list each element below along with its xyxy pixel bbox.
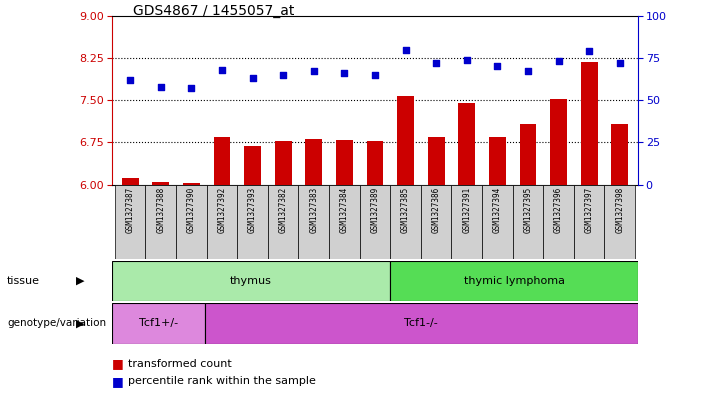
Bar [213, 137, 230, 185]
Bar [115, 185, 146, 259]
Bar [574, 185, 604, 259]
Bar [397, 96, 414, 185]
Point [308, 68, 319, 75]
Text: transformed count: transformed count [128, 358, 231, 369]
Point [216, 67, 228, 73]
Text: percentile rank within the sample: percentile rank within the sample [128, 376, 316, 386]
Point [247, 75, 258, 81]
Bar [543, 185, 574, 259]
Text: Tcf1-/-: Tcf1-/- [404, 318, 438, 328]
Text: ▶: ▶ [76, 318, 84, 328]
Bar [604, 185, 635, 259]
Text: GSM1327382: GSM1327382 [278, 187, 288, 233]
Bar [428, 137, 445, 185]
Bar [550, 99, 567, 185]
Point [614, 60, 626, 66]
Bar [459, 103, 475, 185]
Bar [513, 185, 543, 259]
Text: GSM1327385: GSM1327385 [401, 187, 410, 233]
Text: ▶: ▶ [76, 276, 84, 286]
Bar [336, 140, 353, 185]
Text: Tcf1+/-: Tcf1+/- [138, 318, 178, 328]
Bar [244, 147, 261, 185]
Bar [451, 185, 482, 259]
Point [430, 60, 442, 66]
Point [339, 70, 350, 76]
Bar [366, 141, 384, 185]
Bar [489, 137, 505, 185]
Point [278, 72, 289, 78]
Bar [421, 185, 451, 259]
Bar [237, 185, 267, 259]
Text: GSM1327396: GSM1327396 [554, 187, 563, 233]
Bar [275, 141, 291, 185]
Text: thymic lymphoma: thymic lymphoma [464, 276, 565, 286]
Bar [122, 178, 138, 185]
Bar [267, 185, 298, 259]
Bar [520, 124, 536, 185]
Text: GSM1327392: GSM1327392 [218, 187, 226, 233]
Point [583, 48, 595, 54]
Point [553, 58, 565, 64]
Text: GSM1327390: GSM1327390 [187, 187, 196, 233]
Point [185, 85, 197, 92]
Text: GSM1327383: GSM1327383 [309, 187, 318, 233]
Text: GDS4867 / 1455057_at: GDS4867 / 1455057_at [133, 4, 295, 18]
Bar [112, 261, 390, 301]
Text: genotype/variation: genotype/variation [7, 318, 106, 328]
Bar [390, 261, 638, 301]
Text: ■: ■ [112, 375, 123, 388]
Bar [152, 182, 169, 185]
Point [124, 77, 136, 83]
Text: ■: ■ [112, 357, 123, 370]
Point [461, 57, 472, 63]
Bar [205, 303, 638, 344]
Bar [611, 124, 628, 185]
Bar [482, 185, 513, 259]
Text: thymus: thymus [230, 276, 272, 286]
Point [399, 46, 411, 53]
Bar [207, 185, 237, 259]
Point [492, 63, 503, 70]
Bar [298, 185, 329, 259]
Bar [390, 185, 421, 259]
Bar [305, 138, 322, 185]
Bar [580, 62, 598, 185]
Bar [146, 185, 176, 259]
Bar [329, 185, 360, 259]
Text: GSM1327394: GSM1327394 [493, 187, 502, 233]
Bar [112, 303, 205, 344]
Point [522, 68, 534, 75]
Bar [360, 185, 390, 259]
Text: GSM1327387: GSM1327387 [125, 187, 135, 233]
Bar [183, 183, 200, 185]
Text: GSM1327388: GSM1327388 [156, 187, 165, 233]
Text: GSM1327395: GSM1327395 [523, 187, 532, 233]
Point [369, 72, 381, 78]
Text: GSM1327389: GSM1327389 [371, 187, 379, 233]
Text: GSM1327393: GSM1327393 [248, 187, 257, 233]
Text: tissue: tissue [7, 276, 40, 286]
Point [155, 84, 167, 90]
Bar [176, 185, 207, 259]
Text: GSM1327398: GSM1327398 [615, 187, 624, 233]
Text: GSM1327386: GSM1327386 [432, 187, 441, 233]
Text: GSM1327384: GSM1327384 [340, 187, 349, 233]
Text: GSM1327391: GSM1327391 [462, 187, 472, 233]
Text: GSM1327397: GSM1327397 [585, 187, 593, 233]
